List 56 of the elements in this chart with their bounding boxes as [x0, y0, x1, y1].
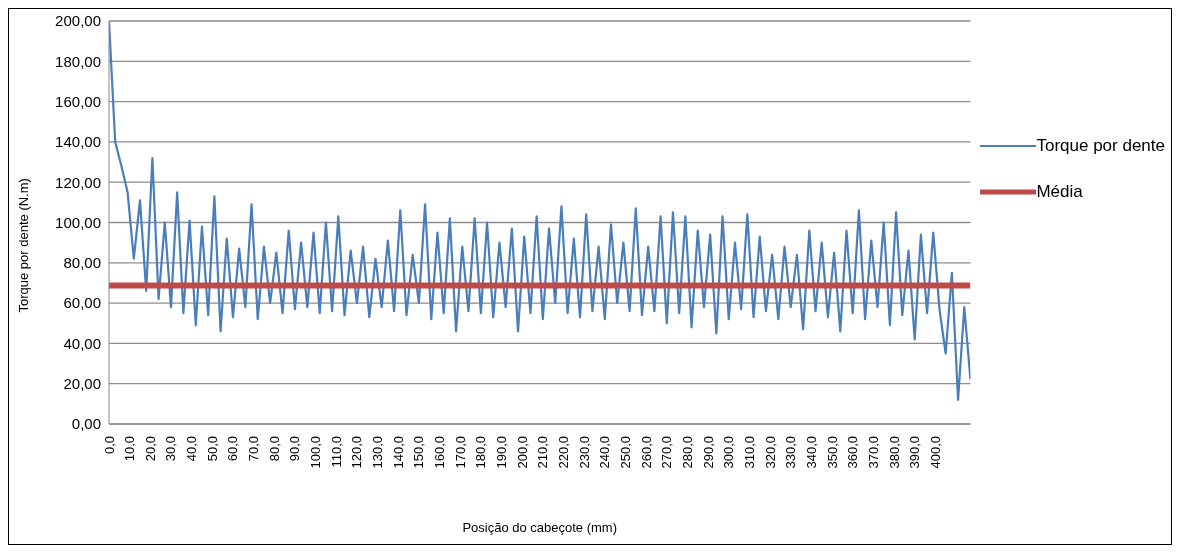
x-tick-label: 370,0: [865, 436, 881, 469]
y-tick-label: 140,00: [55, 133, 101, 151]
x-tick-label: 390,0: [907, 436, 923, 469]
y-tick-label: 0,00: [71, 415, 101, 433]
y-axis-title: Torque por dente (N.m): [15, 178, 31, 313]
x-tick-label: 190,0: [494, 436, 510, 469]
x-tick-label: 150,0: [411, 436, 427, 469]
y-tick-label: 80,00: [63, 254, 101, 272]
x-tick-label: 0,0: [101, 436, 117, 455]
x-tick-label: 210,0: [535, 436, 551, 469]
x-tick-label: 250,0: [617, 436, 633, 469]
x-tick-label: 330,0: [783, 436, 799, 469]
x-tick-label: 40,0: [184, 436, 200, 462]
y-tick-label: 40,00: [63, 334, 101, 352]
x-axis-title: Posição do cabeçote (mm): [462, 520, 618, 535]
legend-label: Torque por dente: [1036, 136, 1165, 156]
y-tick-label: 160,00: [55, 92, 101, 110]
x-tick-label: 380,0: [886, 436, 902, 469]
x-tick-label: 60,0: [225, 436, 241, 462]
x-tick-label: 90,0: [287, 436, 303, 462]
x-tick-label: 180,0: [473, 436, 489, 469]
x-tick-label: 120,0: [349, 436, 365, 469]
x-tick-label: 350,0: [824, 436, 840, 469]
x-tick-label: 300,0: [721, 436, 737, 469]
x-tick-label: 280,0: [679, 436, 695, 469]
x-tick-label: 340,0: [803, 436, 819, 469]
x-tick-label: 170,0: [452, 436, 468, 469]
x-tick-label: 240,0: [597, 436, 613, 469]
y-tick-label: 120,00: [55, 173, 101, 191]
x-tick-label: 110,0: [328, 436, 344, 468]
x-tick-label: 200,0: [514, 436, 530, 469]
y-tick-label: 60,00: [63, 294, 101, 312]
x-tick-label: 310,0: [741, 436, 757, 469]
x-tick-label: 130,0: [370, 436, 386, 469]
x-tick-label: 260,0: [638, 436, 654, 469]
x-tick-label: 360,0: [845, 436, 861, 469]
x-tick-label: 160,0: [432, 436, 448, 469]
x-tick-label: 270,0: [659, 436, 675, 469]
x-tick-label: 140,0: [390, 436, 406, 469]
x-tick-label: 30,0: [163, 436, 179, 462]
y-tick-label: 100,00: [55, 213, 101, 231]
x-tick-label: 10,0: [122, 436, 138, 462]
x-tick-label: 80,0: [266, 436, 282, 462]
x-tick-label: 290,0: [700, 436, 716, 469]
x-tick-label: 230,0: [576, 436, 592, 469]
x-tick-label: 100,0: [308, 436, 324, 469]
y-tick-label: 180,00: [55, 52, 101, 70]
y-tick-label: 200,00: [55, 12, 101, 30]
x-tick-label: 20,0: [142, 436, 158, 462]
legend-label: Média: [1036, 182, 1083, 202]
x-tick-label: 400,0: [927, 436, 943, 469]
x-tick-label: 220,0: [555, 436, 571, 469]
x-tick-label: 50,0: [204, 436, 220, 462]
x-tick-label: 70,0: [246, 436, 262, 462]
y-tick-label: 20,00: [63, 375, 101, 393]
x-tick-label: 320,0: [762, 436, 778, 469]
